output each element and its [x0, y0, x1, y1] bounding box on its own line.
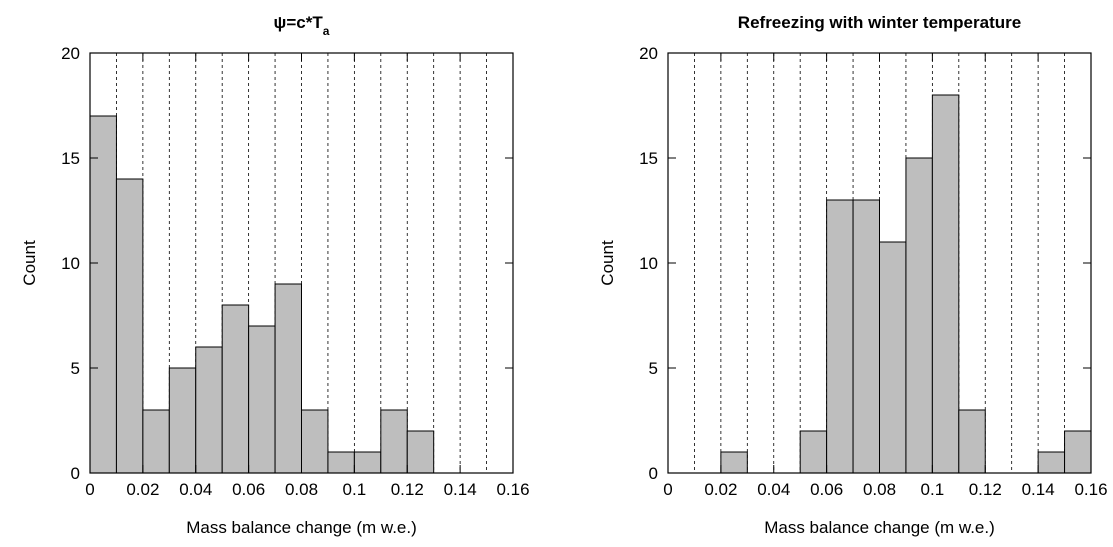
bar	[852, 199, 880, 474]
bar	[406, 430, 435, 474]
y-tick-label: 20	[61, 44, 80, 63]
x-tick-label: 0.04	[179, 480, 212, 499]
bar	[301, 409, 329, 474]
chart-title: ψ=c*Ta	[274, 13, 330, 38]
bar	[168, 367, 197, 474]
x-tick-label: 0.14	[444, 480, 477, 499]
y-tick-label: 10	[61, 254, 80, 273]
y-tick-label: 20	[639, 44, 658, 63]
bar	[958, 409, 986, 474]
x-tick-label: 0.16	[496, 480, 529, 499]
y-tick-label: 15	[61, 149, 80, 168]
bar	[720, 451, 748, 474]
bar	[274, 283, 302, 474]
x-tick-label: 0.06	[232, 480, 265, 499]
x-tick-label: 0.06	[810, 480, 843, 499]
x-tick-label: 0.1	[343, 480, 367, 499]
bar	[799, 430, 828, 474]
x-tick-label: 0.08	[863, 480, 896, 499]
title-subscript: a	[323, 24, 330, 38]
x-tick-label: 0.08	[285, 480, 318, 499]
y-tick-label: 15	[639, 149, 658, 168]
y-axis-label: Count	[20, 240, 39, 286]
x-tick-label: 0	[85, 480, 94, 499]
bar	[142, 409, 170, 474]
x-tick-label: 0	[663, 480, 672, 499]
y-tick-label: 0	[71, 464, 80, 483]
bar	[1064, 430, 1092, 474]
x-tick-label: 0.02	[126, 480, 159, 499]
bar	[380, 409, 408, 474]
x-axis-label: Mass balance change (m w.e.)	[186, 518, 417, 537]
x-tick-label: 0.14	[1022, 480, 1055, 499]
x-tick-label: 0.12	[969, 480, 1002, 499]
bar	[905, 157, 933, 474]
x-tick-label: 0.12	[391, 480, 424, 499]
bar	[879, 241, 907, 474]
bar	[195, 346, 223, 474]
y-tick-label: 5	[71, 359, 80, 378]
x-tick-label: 0.04	[757, 480, 790, 499]
bar	[248, 325, 276, 474]
y-tick-label: 5	[649, 359, 658, 378]
bar	[327, 451, 355, 474]
bar	[353, 451, 382, 474]
x-tick-label: 0.02	[704, 480, 737, 499]
bar	[221, 304, 250, 474]
bar	[89, 115, 117, 474]
chart-title: Refreezing with winter temperature	[738, 13, 1021, 32]
x-tick-label: 0.1	[921, 480, 945, 499]
bar	[1037, 451, 1066, 474]
title-text: ψ=c*T	[274, 13, 324, 32]
bar	[115, 178, 144, 474]
x-tick-label: 0.16	[1074, 480, 1107, 499]
y-tick-label: 10	[639, 254, 658, 273]
x-axis-label: Mass balance change (m w.e.)	[764, 518, 995, 537]
bar	[931, 94, 960, 474]
y-tick-label: 0	[649, 464, 658, 483]
title-text: Refreezing with winter temperature	[738, 13, 1021, 32]
bar	[826, 199, 854, 474]
y-axis-label: Count	[598, 240, 617, 286]
